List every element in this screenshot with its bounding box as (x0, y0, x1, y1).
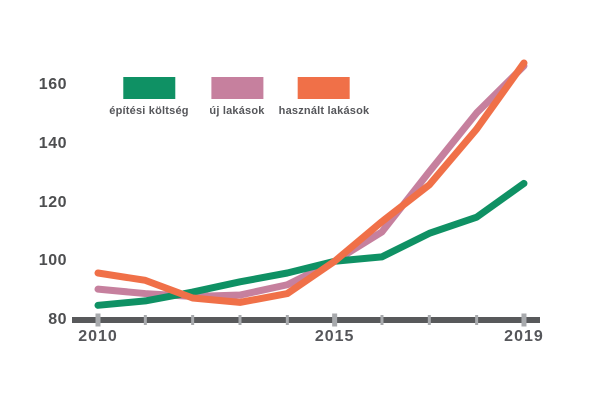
x-axis-label-2010: 2010 (78, 328, 118, 345)
legend-item-new-homes: új lakások (209, 77, 264, 117)
x-axis-label-2019: 2019 (504, 328, 544, 345)
x-axis-line (72, 317, 540, 323)
x-axis-label-2015: 2015 (314, 328, 355, 345)
x-axis-tick-2011 (143, 315, 147, 325)
y-axis-label-100: 100 (38, 252, 67, 270)
x-axis-tick-2016 (380, 315, 384, 325)
legend-label-used-homes: használt lakások (278, 105, 370, 117)
x-axis-tick-2018 (475, 315, 479, 325)
series-line-2 (94, 59, 528, 306)
legend-swatch-new-homes (210, 77, 263, 99)
legend-label-construction-cost: építési költség (109, 105, 189, 117)
legend-label-new-homes: új lakások (209, 105, 265, 117)
y-axis-label-140: 140 (38, 134, 67, 152)
legend-item-construction-cost: építési költség (109, 77, 189, 117)
x-axis-tick-2010 (95, 313, 101, 327)
x-axis-tick-2019 (521, 313, 527, 327)
x-axis-tick-2014 (285, 315, 289, 325)
legend-swatch-construction-cost (122, 77, 175, 99)
legend-swatch-used-homes (297, 77, 350, 99)
series-line-0 (94, 179, 528, 309)
x-axis-tick-2012 (191, 315, 195, 325)
y-axis-label-120: 120 (38, 193, 67, 211)
y-axis-label-160: 160 (38, 76, 67, 93)
y-axis-label-80: 80 (48, 311, 67, 328)
x-axis-tick-2013 (238, 315, 242, 325)
x-axis-tick-2017 (427, 315, 431, 325)
legend-item-used-homes: használt lakások (279, 77, 370, 117)
x-axis-tick-2015 (332, 313, 338, 327)
